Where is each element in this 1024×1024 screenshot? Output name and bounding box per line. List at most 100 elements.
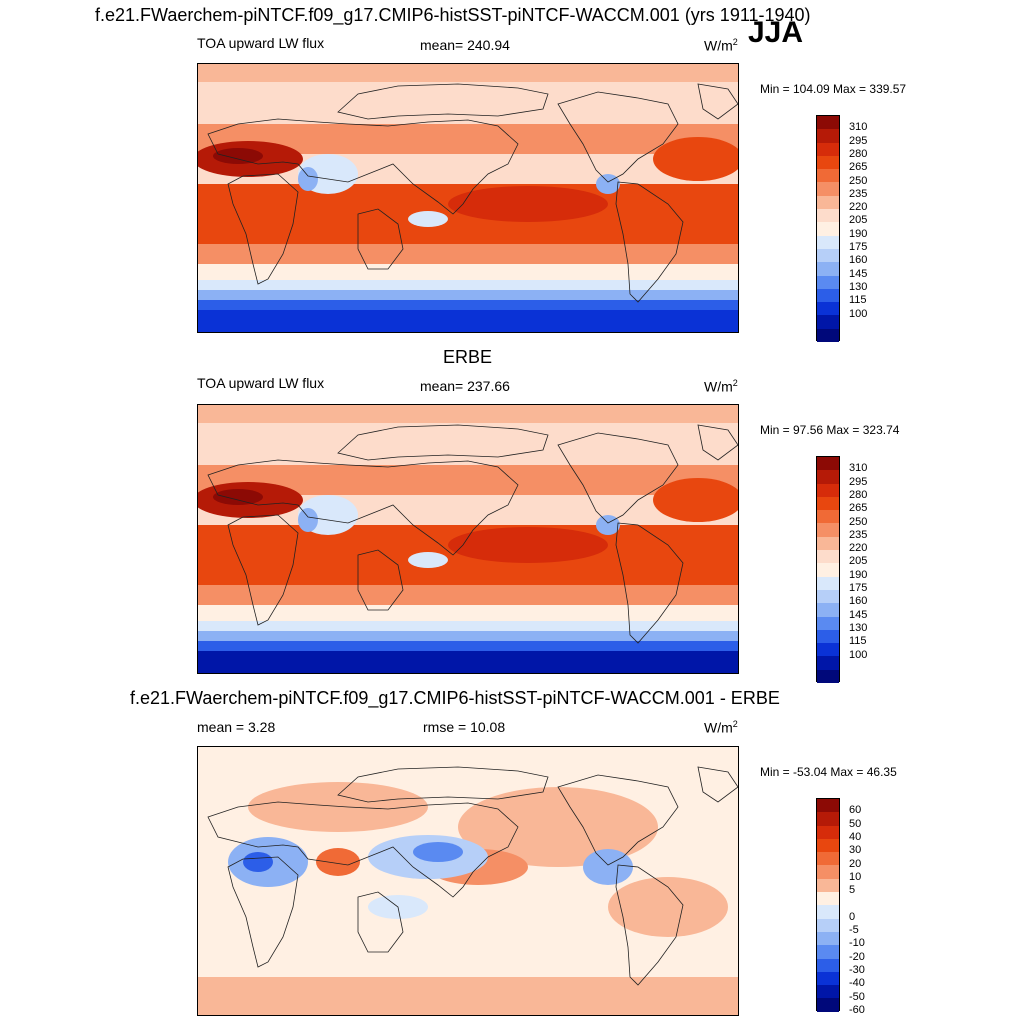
- panel3-rmse-label: rmse = 10.08: [423, 719, 506, 735]
- colorbar-tick-label: 100: [849, 307, 868, 320]
- colorbar-tick-label: 115: [849, 635, 867, 648]
- colorbar-swatch: [817, 262, 839, 276]
- colorbar-tick-label: 280: [849, 488, 868, 501]
- cool-central-america: [596, 174, 620, 194]
- colorbar-swatch: [817, 182, 839, 196]
- coastline: [615, 864, 684, 986]
- coastline: [207, 459, 519, 556]
- colorbar-tick-label: 145: [849, 267, 868, 280]
- coastline: [357, 208, 404, 270]
- colorbar-tick-label: 175: [849, 241, 868, 253]
- colorbar-tick-label: 250: [849, 174, 868, 187]
- colorbar-swatch: [817, 155, 839, 170]
- coastline: [207, 801, 519, 898]
- colorbar-swatch: [817, 971, 839, 986]
- coastline: [227, 173, 299, 285]
- band-midlat-s: [198, 585, 738, 605]
- cool-monsoon-core: [298, 508, 318, 532]
- colorbar-tick-label: -20: [849, 950, 865, 963]
- colorbar-tick-label: 190: [849, 227, 868, 240]
- coastline: [697, 83, 738, 120]
- colorbar-swatch: [817, 852, 839, 866]
- colorbar-tick-label: 130: [849, 280, 868, 293]
- colorbar-tick-label: 220: [849, 201, 868, 214]
- colorbar-tick-label: 190: [849, 568, 868, 581]
- diff-neg-2-core: [243, 852, 273, 872]
- colorbar-tick-label: 30: [849, 844, 862, 857]
- colorbar-tick-label: 280: [849, 147, 868, 160]
- colorbar-tick-label: 310: [849, 121, 868, 134]
- colorbar-tick-label: 130: [849, 621, 868, 634]
- colorbar-swatch: [817, 958, 839, 972]
- colorbar-tick-label: 265: [849, 502, 868, 515]
- coastline: [615, 181, 684, 303]
- colorbar-swatch: [817, 496, 839, 511]
- coastline: [357, 891, 404, 953]
- colorbar-swatch: [817, 576, 839, 590]
- band-antarctic: [198, 651, 738, 673]
- band-southern: [198, 605, 738, 621]
- colorbar-swatch: [817, 656, 839, 670]
- season-label: JJA: [748, 16, 804, 49]
- colorbar-tick-label: 115: [849, 294, 867, 307]
- colorbar-swatch: [817, 302, 839, 316]
- colorbar-swatch: [817, 275, 839, 289]
- colorbar-tick-label: 5: [849, 884, 856, 897]
- coastline: [337, 424, 549, 461]
- colorbar-swatch: [817, 523, 839, 537]
- colorbar-swatch: [817, 892, 839, 906]
- colorbar-tick-label: -5: [849, 924, 859, 936]
- band-southern: [198, 264, 738, 280]
- colorbar-tick-label: 295: [849, 134, 868, 147]
- diff-pos-4: [608, 877, 728, 937]
- colorbar-swatch: [817, 142, 839, 156]
- cool-maritime: [408, 552, 448, 568]
- colorbar-tick-label: 310: [849, 462, 868, 475]
- panel3-map: [197, 746, 739, 1016]
- colorbar-swatch: [817, 470, 839, 484]
- colorbar-tick-label: 250: [849, 515, 868, 528]
- colorbar-swatch: [817, 812, 839, 826]
- colorbar-tick-label: -50: [849, 990, 865, 1003]
- band-so-3: [198, 300, 738, 310]
- colorbar-swatch: [817, 536, 839, 551]
- colorbar-swatch: [817, 222, 839, 236]
- panel2-minmax: Min = 97.56 Max = 323.74: [760, 423, 900, 437]
- colorbar-tick-label: 235: [849, 528, 868, 541]
- colorbar-swatch: [817, 116, 839, 130]
- band-antarctic: [198, 310, 738, 332]
- hot-atlantic: [653, 137, 738, 181]
- colorbar-swatch: [817, 315, 839, 329]
- band-arctic: [198, 405, 738, 423]
- coastline: [615, 522, 684, 644]
- colorbar-tick-label: 295: [849, 475, 868, 488]
- colorbar-swatch: [817, 550, 839, 564]
- coastline: [227, 514, 299, 626]
- colorbar-swatch: [817, 288, 839, 303]
- colorbar-swatch: [817, 998, 839, 1012]
- diff-southern-pos: [198, 977, 738, 1015]
- band-so-2: [198, 290, 738, 300]
- coastline: [357, 549, 404, 611]
- colorbar-swatch: [817, 865, 839, 879]
- panel3-minmax: Min = -53.04 Max = 46.35: [760, 765, 897, 779]
- colorbar-tick-label: 20: [849, 857, 862, 870]
- colorbar-swatch: [817, 563, 839, 577]
- panel2-variable-label: TOA upward LW flux: [197, 375, 325, 391]
- colorbar-swatch: [817, 918, 839, 932]
- hot-core: [213, 489, 263, 505]
- coastline: [557, 91, 679, 183]
- colorbar-tick-label: 205: [849, 214, 868, 227]
- colorbar-swatch: [817, 457, 839, 471]
- coastline: [557, 432, 679, 524]
- panel1-colorbar: [816, 115, 840, 343]
- coastline: [697, 766, 738, 803]
- hot-atlantic: [653, 478, 738, 522]
- band-so-1: [198, 280, 738, 290]
- coastline: [557, 774, 679, 866]
- colorbar-tick-label: 160: [849, 254, 868, 267]
- colorbar-swatch: [817, 931, 839, 946]
- panel1-title: f.e21.FWaerchem-piNTCF.f09_g17.CMIP6-his…: [95, 5, 811, 25]
- panel1-units: W/m2: [704, 37, 738, 54]
- colorbar-swatch: [817, 328, 839, 343]
